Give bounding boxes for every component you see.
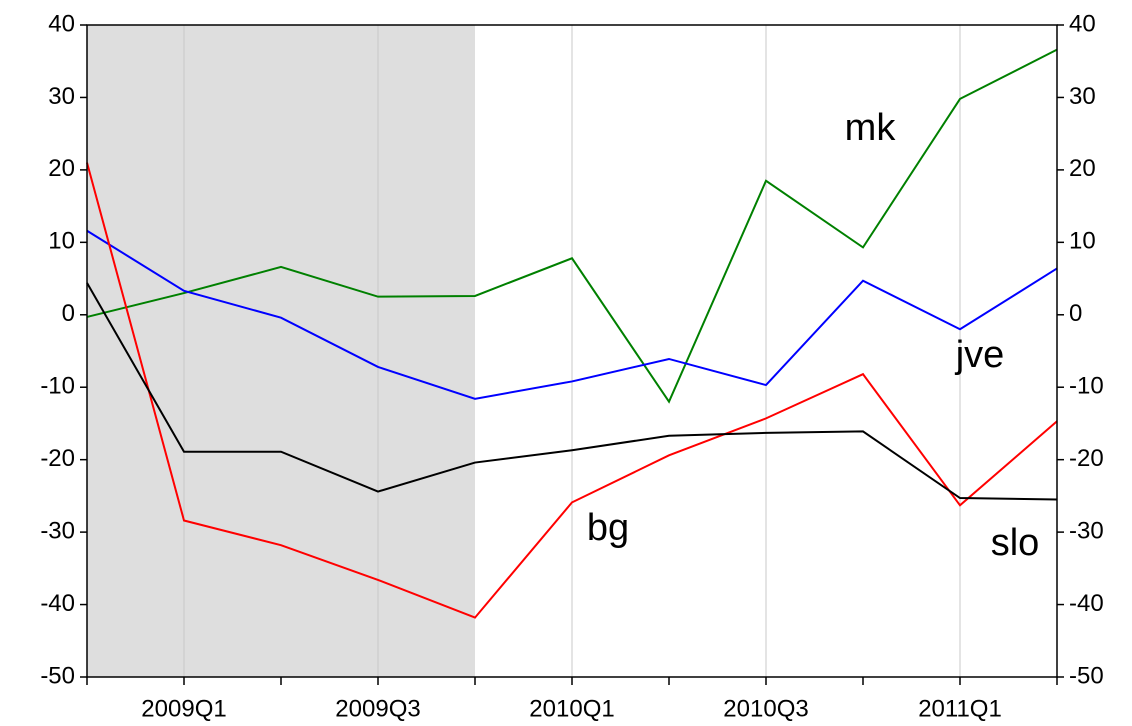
shaded-period	[87, 25, 475, 677]
y2-tick-label: -50	[1069, 662, 1104, 689]
series-line	[86, 162, 1058, 619]
y-tick-label: 0	[62, 300, 75, 327]
series-label: mk	[845, 107, 897, 149]
y2-tick-label: -10	[1069, 373, 1104, 400]
y-tick-label: 20	[48, 155, 75, 182]
y-tick-label: -10	[40, 373, 75, 400]
x-tick-label: 2010Q3	[723, 695, 808, 722]
y2-tick-label: 40	[1069, 10, 1096, 37]
y2-tick-label: 0	[1069, 300, 1082, 327]
x-tick-label: 2010Q1	[529, 695, 614, 722]
y2-tick-label: -40	[1069, 590, 1104, 617]
y-tick-label: -50	[40, 662, 75, 689]
y2-tick-label: 30	[1069, 83, 1096, 110]
y-tick-label: 10	[48, 228, 75, 255]
y2-tick-label: -20	[1069, 445, 1104, 472]
x-tick-label: 2011Q1	[918, 695, 1002, 722]
series-line	[86, 282, 1058, 501]
series-label: bg	[587, 507, 629, 549]
series-label: jve	[955, 334, 1005, 376]
y-tick-label: -20	[40, 445, 75, 472]
x-tick-label: 2009Q1	[141, 695, 226, 722]
series-label: slo	[991, 522, 1040, 564]
series-line	[86, 48, 1058, 404]
y-tick-label: 30	[48, 83, 75, 110]
y-tick-label: -40	[40, 590, 75, 617]
y-tick-label: -30	[40, 517, 75, 544]
y2-tick-label: -30	[1069, 517, 1104, 544]
x-tick-label: 2009Q3	[335, 695, 420, 722]
series-line	[86, 229, 1058, 400]
y2-tick-label: 20	[1069, 155, 1096, 182]
plot-frame	[86, 24, 1058, 678]
y2-tick-label: 10	[1069, 228, 1096, 255]
y-tick-label: 40	[48, 10, 75, 37]
